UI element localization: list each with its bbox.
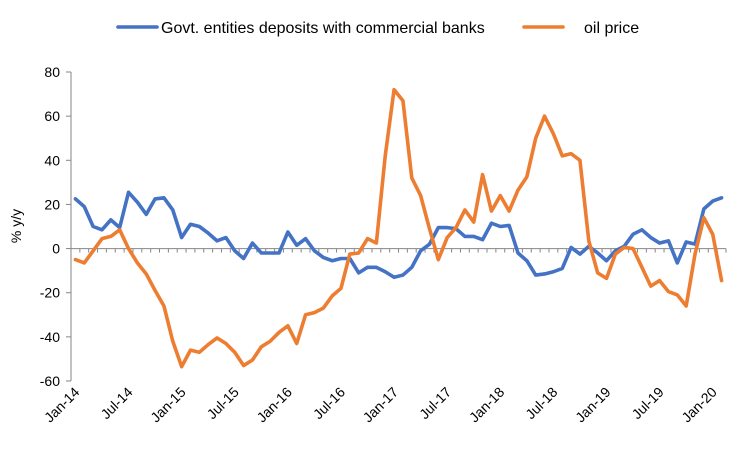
y-tick-label: -60 bbox=[40, 373, 60, 389]
x-tick-label: Jul-16 bbox=[310, 384, 348, 422]
legend-label: Govt. entities deposits with commercial … bbox=[161, 20, 485, 37]
y-tick-label: 80 bbox=[44, 64, 60, 80]
y-axis: -60 -40 -20 0 20 40 60 80 bbox=[40, 64, 72, 389]
x-tick-label: Jul-17 bbox=[416, 384, 454, 422]
x-tick-label: Jan-17 bbox=[360, 384, 402, 426]
x-tick-label: Jul-14 bbox=[97, 384, 135, 422]
y-tick-label: 0 bbox=[52, 241, 60, 257]
x-axis: Jan-14 Jul-14 Jan-15 Jul-15 Jan-16 Jul-16 Jan-… bbox=[41, 248, 727, 426]
y-tick-label: 60 bbox=[44, 108, 60, 124]
y-tick-label: -20 bbox=[40, 285, 60, 301]
x-tick-label: Jul-19 bbox=[628, 384, 666, 422]
x-tick-label: Jan-19 bbox=[572, 384, 614, 426]
series-line-govt-deposits bbox=[73, 190, 724, 280]
y-tick-label: 40 bbox=[44, 152, 60, 168]
x-tick-label: Jan-20 bbox=[678, 384, 720, 426]
x-tick-label: Jan-18 bbox=[466, 384, 508, 426]
y-axis-title: % y/y bbox=[8, 209, 24, 243]
y-tick-label: -40 bbox=[40, 329, 60, 345]
x-tick-label: Jan-14 bbox=[41, 384, 83, 426]
x-tick-label: Jul-15 bbox=[204, 384, 242, 422]
series-line-oil-price bbox=[73, 87, 724, 369]
x-tick-label: Jan-16 bbox=[253, 384, 295, 426]
series-layer bbox=[73, 87, 724, 369]
x-tick-label: Jan-15 bbox=[147, 384, 189, 426]
y-tick-label: 20 bbox=[44, 196, 60, 212]
legend-label: oil price bbox=[584, 20, 639, 37]
x-tick-label: Jul-18 bbox=[522, 384, 560, 422]
legend: Govt. entities deposits with commercial … bbox=[116, 20, 639, 37]
